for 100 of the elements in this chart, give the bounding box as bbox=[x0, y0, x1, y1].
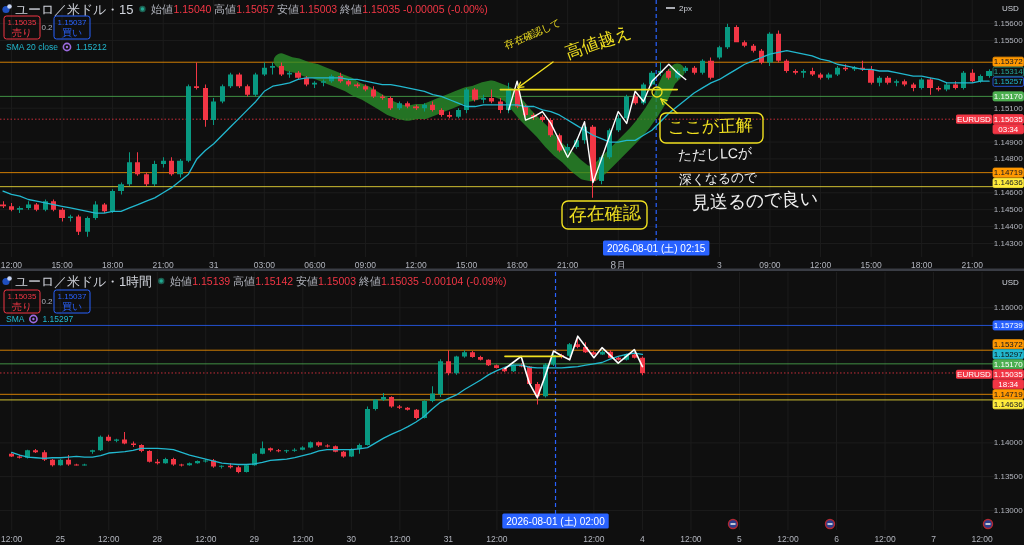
x-tick-label: 09:00 bbox=[354, 260, 377, 270]
candlestick bbox=[818, 72, 823, 80]
annotation: 0.2 bbox=[41, 297, 54, 306]
annotation: 1.15035 売り bbox=[7, 17, 38, 38]
ref-line-label: 1.15035 bbox=[993, 114, 1024, 124]
candlestick bbox=[936, 86, 941, 92]
candlestick bbox=[260, 441, 265, 455]
ref-line-label: 1.14719 bbox=[993, 389, 1024, 399]
candlestick bbox=[194, 62, 199, 90]
x-tick-label: 12:00 bbox=[405, 260, 427, 270]
x-tick-label: 5 bbox=[737, 534, 743, 544]
candlestick bbox=[397, 405, 402, 410]
x-tick-label: 31 bbox=[209, 260, 219, 270]
candlestick bbox=[470, 351, 475, 358]
text: USD bbox=[1002, 277, 1020, 287]
y-tick-label: 1.14900 bbox=[993, 137, 1024, 147]
ref-line-label: 1.14719 bbox=[993, 168, 1024, 178]
annotation: 1.15257 bbox=[993, 77, 1024, 87]
y-tick-label: 1.14800 bbox=[993, 154, 1024, 164]
candlestick bbox=[292, 448, 297, 452]
y-tick-label: 1.14600 bbox=[993, 188, 1024, 198]
candlestick bbox=[9, 202, 14, 212]
x-tick-label: 12:00 bbox=[195, 534, 217, 544]
annotation: 2026-08-01 (土) 02:15 bbox=[606, 242, 706, 254]
candlestick bbox=[17, 206, 23, 214]
annotation: 1.15035 売り bbox=[7, 291, 38, 312]
y-tick-label: 1.14300 bbox=[993, 238, 1024, 248]
x-tick-label: 18:00 bbox=[911, 260, 933, 270]
text: SMA 20 close bbox=[6, 42, 59, 52]
candlestick bbox=[481, 94, 486, 104]
candlestick bbox=[363, 84, 368, 92]
candlestick bbox=[312, 81, 317, 88]
y-tick-label: 1.13500 bbox=[993, 472, 1024, 482]
candlestick bbox=[219, 465, 224, 469]
x-tick-label: 03:00 bbox=[253, 260, 276, 270]
y-tick-label: 1.14500 bbox=[993, 205, 1024, 215]
chart-title: ユーロ／米ドル・15 bbox=[15, 1, 134, 17]
annotation: EURUSD bbox=[957, 114, 992, 124]
candlestick bbox=[801, 69, 806, 78]
candlestick bbox=[270, 62, 275, 75]
x-tick-label: 12:00 bbox=[389, 534, 411, 544]
x-tick-label: 15:00 bbox=[455, 260, 478, 270]
candlestick bbox=[90, 449, 95, 454]
annotation: 1.15212 bbox=[75, 42, 107, 52]
y-tick-label: 1.14400 bbox=[993, 222, 1024, 232]
x-tick-label: 15:00 bbox=[51, 260, 73, 270]
x-tick-label: 28 bbox=[152, 534, 163, 544]
candlestick bbox=[380, 94, 385, 100]
x-tick-label: 15:00 bbox=[860, 260, 883, 270]
x-tick-label: 21:00 bbox=[557, 260, 579, 270]
x-tick-label: 29 bbox=[249, 534, 260, 544]
x-tick-label: 12:00 bbox=[809, 260, 832, 270]
chart-title: ユーロ／米ドル・1時間 bbox=[15, 273, 153, 289]
candlestick bbox=[742, 40, 747, 48]
x-tick-label: 12:00 bbox=[777, 534, 799, 544]
annotation: 2px bbox=[679, 3, 692, 13]
annotation: 1.15314 bbox=[993, 67, 1024, 77]
x-tick-label: 21:00 bbox=[152, 260, 175, 270]
annotation: 1.15037 買い bbox=[57, 17, 88, 38]
text: 始値1.15139 高値1.15142 安値1.15003 終値1.15035 -0.00104 (-0.09%) bbox=[170, 275, 507, 287]
x-tick-label: 12:00 bbox=[971, 534, 993, 544]
candlestick bbox=[902, 79, 907, 87]
annotation: ただしLCが深くなるので見送るので良い bbox=[677, 144, 819, 213]
x-tick-label: 31 bbox=[443, 534, 454, 544]
candlestick bbox=[316, 441, 322, 447]
x-tick-label: 12:00 bbox=[1, 534, 23, 544]
y-tick-label: 1.13000 bbox=[993, 505, 1024, 515]
y-tick-label: 1.15500 bbox=[993, 36, 1024, 46]
annotation: 1.15037 買い bbox=[57, 291, 88, 312]
ref-line-label: 1.14636 bbox=[993, 399, 1024, 409]
x-tick-label: 18:00 bbox=[506, 260, 529, 270]
candlestick bbox=[826, 72, 832, 80]
candlestick bbox=[405, 101, 410, 109]
annotation: 存在確認 bbox=[568, 202, 642, 225]
text: 始値1.15040 高値1.15057 安値1.15003 終値1.15035 -0.00005 (-0.00%) bbox=[151, 3, 488, 15]
x-tick-label: 09:00 bbox=[759, 260, 781, 270]
text: 03:34 bbox=[998, 124, 1019, 134]
candlestick bbox=[894, 79, 899, 87]
annotation: 1.15297 bbox=[993, 349, 1024, 359]
x-tick-label: 12:00 bbox=[292, 534, 314, 544]
candlestick bbox=[793, 69, 798, 75]
candlestick bbox=[346, 79, 351, 87]
text: SMA bbox=[6, 314, 25, 324]
ref-line-label: 1.15739 bbox=[993, 320, 1024, 330]
x-tick-label: 30 bbox=[346, 534, 357, 544]
x-tick-label: 3 bbox=[717, 260, 723, 270]
annotation: 存在確認して高値越え bbox=[502, 16, 634, 63]
candlestick bbox=[381, 392, 386, 401]
x-tick-label: 12:00 bbox=[98, 534, 120, 544]
x-tick-label: 25 bbox=[55, 534, 66, 544]
x-tick-label: 7 bbox=[931, 534, 937, 544]
annotation: 1.15297 bbox=[42, 314, 74, 324]
annotation: 2026-08-01 (土) 02:00 bbox=[506, 515, 606, 527]
ref-line-label: 1.15035 bbox=[993, 369, 1024, 379]
text: USD bbox=[1002, 3, 1020, 13]
y-tick-label: 1.14000 bbox=[993, 438, 1024, 448]
y-tick-label: 1.16000 bbox=[993, 303, 1024, 313]
x-tick-label: 21:00 bbox=[961, 260, 984, 270]
x-tick-label: 4 bbox=[640, 534, 646, 544]
ref-line-label: 1.15170 bbox=[993, 359, 1024, 369]
